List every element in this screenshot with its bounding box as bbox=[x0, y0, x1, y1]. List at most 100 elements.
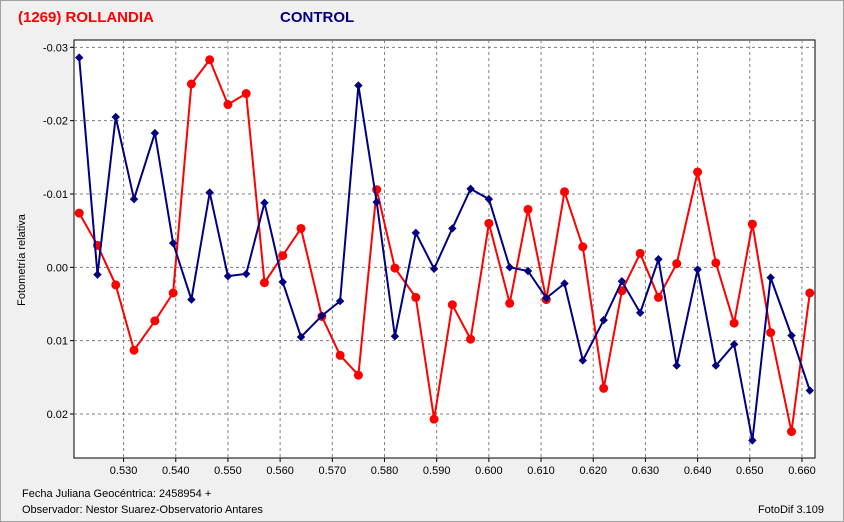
target-data-point bbox=[129, 345, 139, 355]
control-data-point bbox=[787, 331, 796, 340]
target-data-point bbox=[466, 334, 476, 344]
control-data-point bbox=[766, 273, 775, 282]
control-data-point bbox=[317, 311, 327, 320]
control-data-point bbox=[241, 269, 251, 279]
x-tick-label: 0.540 bbox=[162, 465, 190, 477]
target-data-point bbox=[223, 100, 233, 110]
target-data-point bbox=[560, 187, 570, 197]
control-data-point bbox=[187, 295, 196, 304]
control-data-point bbox=[75, 53, 84, 62]
control-data-point bbox=[372, 197, 381, 207]
target-data-point bbox=[241, 89, 251, 99]
target-data-point bbox=[747, 219, 757, 229]
y-tick-label: -0.02 bbox=[43, 116, 68, 128]
x-tick-label: 0.590 bbox=[423, 465, 451, 477]
target-data-point bbox=[296, 223, 306, 233]
x-tick-label: 0.610 bbox=[527, 465, 555, 477]
x-tick-label: 0.550 bbox=[214, 465, 242, 477]
x-tick-label: 0.600 bbox=[475, 465, 503, 477]
target-data-point bbox=[505, 298, 515, 308]
control-series-line bbox=[78, 57, 811, 441]
control-data-point bbox=[748, 436, 757, 445]
control-data-point bbox=[278, 277, 287, 287]
y-tick-label: -0.01 bbox=[43, 189, 68, 201]
control-data-point bbox=[711, 361, 721, 370]
control-title: CONTROL bbox=[280, 9, 355, 26]
target-data-point bbox=[353, 370, 363, 380]
target-data-point bbox=[693, 167, 703, 177]
x-tick-label: 0.630 bbox=[632, 465, 660, 477]
control-data-point bbox=[260, 198, 269, 208]
target-data-point bbox=[205, 55, 215, 65]
control-data-point bbox=[729, 340, 739, 349]
target-data-point bbox=[259, 278, 269, 288]
target-data-point bbox=[390, 263, 400, 273]
x-tick-label: 0.580 bbox=[371, 465, 399, 477]
x-tick-label: 0.640 bbox=[684, 465, 712, 477]
target-data-point bbox=[168, 288, 178, 298]
target-data-point bbox=[617, 286, 627, 296]
control-data-point bbox=[805, 386, 814, 395]
target-data-point bbox=[447, 300, 457, 310]
x-tick-label: 0.650 bbox=[736, 465, 764, 477]
target-data-point bbox=[599, 383, 609, 393]
y-tick-label: 0.02 bbox=[47, 409, 68, 421]
x-tick-label: 0.660 bbox=[788, 465, 816, 477]
target-data-point bbox=[411, 292, 421, 302]
y-tick-label: 0.00 bbox=[47, 262, 68, 274]
control-data-point bbox=[693, 265, 702, 274]
control-data-point bbox=[354, 81, 363, 90]
target-series-line bbox=[78, 57, 811, 432]
control-data-point bbox=[599, 315, 608, 325]
control-data-point bbox=[335, 296, 345, 306]
control-data-point bbox=[505, 263, 514, 272]
control-data-point bbox=[223, 271, 233, 281]
target-data-point bbox=[150, 316, 160, 326]
target-data-point bbox=[484, 218, 494, 228]
target-data-point bbox=[729, 318, 739, 328]
observer-label: Observador: Nestor Suarez-Observatorio A… bbox=[22, 504, 263, 516]
control-data-point bbox=[672, 361, 681, 370]
target-data-point bbox=[711, 258, 721, 268]
target-title: (1269) ROLLANDIA bbox=[18, 9, 154, 26]
control-data-point bbox=[484, 194, 494, 204]
target-data-point bbox=[766, 328, 776, 338]
target-data-point bbox=[672, 259, 682, 269]
x-tick-label: 0.530 bbox=[110, 465, 138, 477]
control-data-point bbox=[205, 188, 214, 197]
x-tick-label: 0.560 bbox=[266, 465, 294, 477]
y-tick-label: -0.03 bbox=[43, 42, 68, 54]
control-data-point bbox=[560, 279, 569, 288]
target-data-point bbox=[335, 350, 345, 360]
control-data-point bbox=[168, 238, 178, 248]
target-data-point bbox=[429, 414, 439, 424]
control-data-point bbox=[111, 112, 120, 122]
target-data-point bbox=[523, 204, 533, 214]
control-data-point bbox=[448, 224, 457, 233]
target-data-point bbox=[787, 427, 797, 437]
software-version-label: FotoDif 3.109 bbox=[757, 504, 824, 516]
target-data-point bbox=[578, 242, 588, 252]
control-data-point bbox=[542, 293, 551, 303]
control-data-point bbox=[129, 194, 139, 204]
control-data-point bbox=[93, 270, 102, 279]
target-data-point bbox=[74, 208, 84, 218]
target-data-point bbox=[635, 248, 645, 258]
control-data-point bbox=[150, 128, 160, 138]
control-data-point bbox=[429, 264, 439, 274]
julian-date-label: Fecha Juliana Geocéntrica: 2458954 + bbox=[22, 488, 212, 500]
x-tick-label: 0.620 bbox=[579, 465, 607, 477]
target-data-point bbox=[278, 251, 288, 261]
control-data-point bbox=[654, 255, 663, 264]
control-data-point bbox=[390, 332, 400, 341]
control-data-point bbox=[466, 184, 475, 194]
control-data-point bbox=[523, 266, 533, 276]
control-data-point bbox=[617, 277, 627, 286]
x-tick-label: 0.570 bbox=[319, 465, 347, 477]
target-data-point bbox=[111, 280, 121, 290]
target-data-point bbox=[186, 79, 196, 89]
control-data-point bbox=[296, 332, 306, 342]
target-data-point bbox=[653, 292, 663, 302]
control-data-point bbox=[635, 308, 645, 318]
